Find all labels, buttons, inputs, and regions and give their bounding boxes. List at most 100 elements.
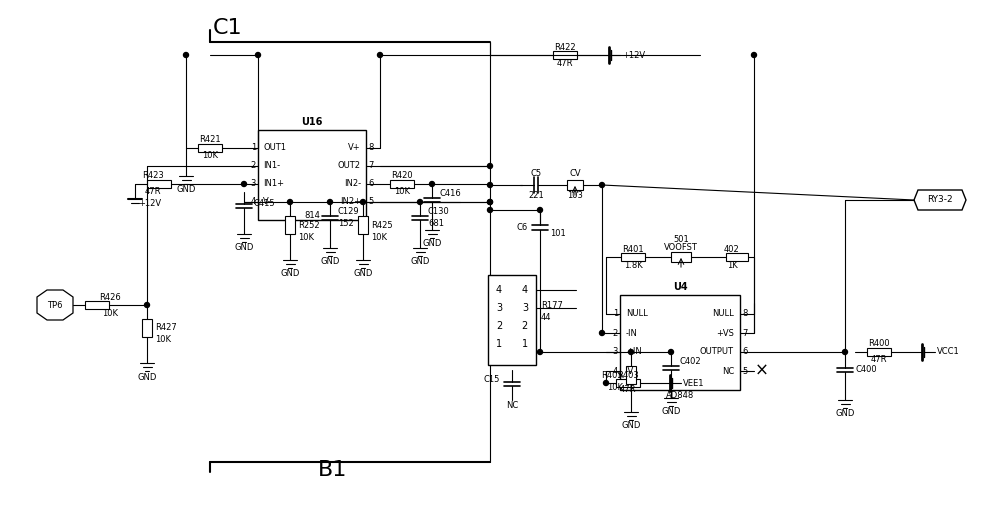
Text: R403: R403: [617, 371, 639, 381]
Text: R405: R405: [601, 370, 623, 380]
Text: RY3-2: RY3-2: [927, 196, 953, 204]
Circle shape: [538, 349, 542, 355]
Text: IN2-: IN2-: [344, 179, 361, 188]
Text: IN2+: IN2+: [340, 198, 361, 207]
Bar: [198, 144, 222, 152]
Text: 47R: 47R: [145, 188, 161, 197]
Text: -IN: -IN: [626, 328, 638, 337]
Text: GND: GND: [353, 269, 373, 279]
Bar: [726, 253, 748, 261]
Circle shape: [752, 52, 757, 58]
Bar: [616, 379, 640, 387]
Text: 5: 5: [742, 367, 747, 376]
Text: 4: 4: [522, 285, 528, 295]
Circle shape: [328, 199, 332, 204]
Circle shape: [604, 381, 608, 385]
Text: +VS: +VS: [716, 328, 734, 337]
Text: +12V: +12V: [622, 51, 645, 60]
Text: C1: C1: [213, 18, 243, 38]
Bar: [285, 216, 295, 234]
Bar: [358, 216, 368, 234]
Text: NC: NC: [506, 402, 518, 411]
Text: R422: R422: [554, 42, 576, 51]
Text: GND: GND: [137, 372, 157, 381]
Text: 1: 1: [522, 339, 528, 349]
Text: 6: 6: [742, 347, 747, 357]
Circle shape: [418, 199, 422, 204]
Text: 681: 681: [428, 220, 444, 229]
Text: -V: -V: [626, 367, 634, 376]
Circle shape: [668, 349, 674, 355]
Bar: [867, 348, 891, 356]
Text: GND: GND: [410, 257, 430, 267]
Text: C416: C416: [440, 189, 462, 199]
Circle shape: [242, 181, 246, 187]
Text: 2: 2: [496, 321, 502, 331]
Text: 4: 4: [496, 285, 502, 295]
Circle shape: [144, 302, 150, 308]
Text: GND: GND: [835, 410, 855, 418]
Text: 501: 501: [673, 234, 689, 244]
Text: OUTPUT: OUTPUT: [700, 347, 734, 357]
Bar: [671, 252, 691, 262]
Text: R400: R400: [868, 339, 890, 348]
Text: GND: GND: [234, 244, 254, 253]
Text: GND: GND: [280, 269, 300, 279]
Text: 47R: 47R: [620, 384, 636, 393]
Text: 10K: 10K: [371, 233, 387, 242]
Text: 3: 3: [251, 179, 256, 188]
Text: 7: 7: [368, 162, 373, 170]
Text: V+: V+: [348, 143, 361, 153]
Text: 1.8K: 1.8K: [624, 260, 642, 269]
Circle shape: [600, 331, 604, 335]
Text: 2: 2: [522, 321, 528, 331]
Text: NULL: NULL: [626, 310, 648, 319]
Circle shape: [488, 208, 492, 212]
Text: C400: C400: [855, 366, 877, 374]
Text: NC: NC: [722, 367, 734, 376]
Text: C130: C130: [428, 208, 450, 217]
Text: GND: GND: [621, 422, 641, 430]
Text: IN1-: IN1-: [263, 162, 280, 170]
Bar: [567, 180, 583, 190]
Text: 2: 2: [251, 162, 256, 170]
Text: VCC1: VCC1: [937, 347, 960, 357]
Text: C129: C129: [338, 208, 360, 217]
Text: IN1+: IN1+: [263, 179, 284, 188]
Text: 47R: 47R: [871, 356, 887, 365]
Circle shape: [488, 199, 492, 204]
Circle shape: [430, 181, 434, 187]
Circle shape: [842, 349, 848, 355]
Text: 1: 1: [251, 143, 256, 153]
Text: 10K: 10K: [394, 188, 410, 197]
Text: 3: 3: [522, 303, 528, 313]
Text: V-: V-: [263, 198, 271, 207]
Circle shape: [360, 199, 366, 204]
Text: 3: 3: [496, 303, 502, 313]
Text: C15: C15: [484, 376, 500, 384]
Text: 10K: 10K: [298, 233, 314, 242]
Text: 101: 101: [550, 229, 566, 237]
Text: R421: R421: [199, 135, 221, 144]
Bar: [85, 301, 109, 309]
Text: 221: 221: [528, 191, 544, 200]
Text: 8: 8: [742, 310, 747, 319]
Text: ×: ×: [755, 362, 769, 380]
Text: U16: U16: [301, 117, 323, 127]
Text: C415: C415: [254, 199, 276, 209]
Text: VEE1: VEE1: [683, 379, 704, 388]
Text: 6: 6: [368, 179, 373, 188]
Text: 402: 402: [724, 244, 740, 254]
Circle shape: [488, 164, 492, 168]
Text: C5: C5: [530, 169, 542, 178]
Text: GND: GND: [320, 257, 340, 267]
Circle shape: [288, 199, 292, 204]
Text: R425: R425: [371, 221, 393, 230]
Text: 10K: 10K: [607, 382, 623, 392]
Text: 103: 103: [567, 191, 583, 200]
Text: 8: 8: [368, 143, 373, 153]
Text: U4: U4: [673, 282, 687, 292]
Text: R177: R177: [541, 301, 563, 310]
Bar: [488, 275, 536, 365]
Text: 10K: 10K: [202, 152, 218, 161]
